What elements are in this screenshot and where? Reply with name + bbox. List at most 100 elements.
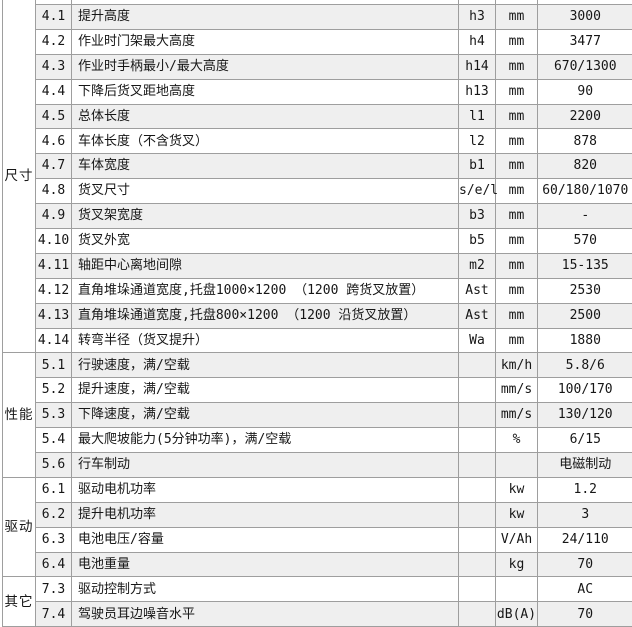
category-cell: 驱动 [3,477,36,577]
table-row: 4.5 总体长度 l1 mm 2200 [3,104,632,129]
table-row: 4.8 货叉尺寸 s/e/l mm 60/180/1070 [3,179,632,204]
table-row: 4.13 直角堆垛通道宽度,托盘800×1200 （1200 沿货叉放置） As… [3,303,632,328]
value-cell: 1880 [538,328,632,353]
value-cell: 70 [538,602,632,627]
table-row: 4.6 车体长度（不含货叉） l2 mm 878 [3,129,632,154]
row-number-cell: 6.3 [36,527,72,552]
table-row: 4.3 作业时手柄最小/最大高度 h14 mm 670/1300 [3,54,632,79]
unit-cell [496,453,538,478]
spec-name-cell: 作业时手柄最小/最大高度 [72,54,459,79]
unit-cell [496,577,538,602]
row-number-cell: 4.12 [36,278,72,303]
symbol-cell: l1 [459,104,496,129]
unit-cell: mm [496,328,538,353]
unit-cell: mm [496,54,538,79]
value-cell: 100/170 [538,378,632,403]
value-cell: 570 [538,229,632,254]
value-cell: 2530 [538,278,632,303]
spec-name-cell: 作业时门架最大高度 [72,29,459,54]
table-row: 4.1 提升高度 h3 mm 3000 [3,5,632,30]
unit-cell: dB(A) [496,602,538,627]
symbol-cell [459,502,496,527]
row-number-cell: 5.2 [36,378,72,403]
table-row: 6.2 提升电机功率 kw 3 [3,502,632,527]
unit-cell: mm [496,229,538,254]
value-cell: 5.8/6 [538,353,632,378]
spec-name-cell: 驱动控制方式 [72,577,459,602]
table-row: 5.4 最大爬坡能力(5分钟功率)，满/空载 % 6/15 [3,428,632,453]
row-number-cell: 6.1 [36,477,72,502]
spec-name-cell: 电池电压/容量 [72,527,459,552]
row-number-cell: 4.3 [36,54,72,79]
table-row: 4.14 转弯半径（货叉提升） Wa mm 1880 [3,328,632,353]
symbol-cell [459,527,496,552]
unit-cell: % [496,428,538,453]
row-number-cell: 4.1 [36,5,72,30]
value-cell: 3 [538,502,632,527]
row-number-cell: 4.8 [36,179,72,204]
row-number-cell: 6.4 [36,552,72,577]
symbol-cell: l2 [459,129,496,154]
spec-name-cell: 下降后货叉距地高度 [72,79,459,104]
symbol-cell [459,602,496,627]
unit-cell: mm [496,204,538,229]
value-cell: 878 [538,129,632,154]
spec-name-cell: 驱动电机功率 [72,477,459,502]
unit-cell: mm [496,129,538,154]
spec-table-body: 尺寸 4.1 提升高度 h3 mm 3000 4.2 作业时门架最大高度 h4 … [3,0,632,627]
unit-cell: mm [496,79,538,104]
row-number-cell: 6.2 [36,502,72,527]
row-number-cell: 5.4 [36,428,72,453]
spec-name-cell: 车体宽度 [72,154,459,179]
row-number-cell: 4.2 [36,29,72,54]
spec-name-cell: 下降速度，满/空载 [72,403,459,428]
spec-name-cell: 货叉尺寸 [72,179,459,204]
value-cell: 15-135 [538,253,632,278]
unit-cell: mm [496,29,538,54]
row-number-cell: 5.3 [36,403,72,428]
spec-name-cell: 货叉架宽度 [72,204,459,229]
symbol-cell [459,378,496,403]
value-cell: 70 [538,552,632,577]
unit-cell: mm [496,303,538,328]
spec-name-cell: 提升电机功率 [72,502,459,527]
table-row: 7.4 驾驶员耳边噪音水平 dB(A) 70 [3,602,632,627]
row-number-cell: 4.10 [36,229,72,254]
spec-name-cell: 行车制动 [72,453,459,478]
table-row: 4.2 作业时门架最大高度 h4 mm 3477 [3,29,632,54]
row-number-cell: 7.4 [36,602,72,627]
symbol-cell: s/e/l [459,179,496,204]
unit-cell: mm [496,5,538,30]
spec-name-cell: 提升速度，满/空载 [72,378,459,403]
spec-name-cell: 总体长度 [72,104,459,129]
row-number-cell: 5.6 [36,453,72,478]
spec-name-cell: 直角堆垛通道宽度,托盘1000×1200 （1200 跨货叉放置） [72,278,459,303]
spec-name-cell: 驾驶员耳边噪音水平 [72,602,459,627]
unit-cell: V/Ah [496,527,538,552]
value-cell: AC [538,577,632,602]
spec-name-cell: 车体长度（不含货叉） [72,129,459,154]
spec-name-cell: 电池重量 [72,552,459,577]
unit-cell: mm/s [496,403,538,428]
spec-name-cell: 最大爬坡能力(5分钟功率)，满/空载 [72,428,459,453]
table-row: 4.7 车体宽度 b1 mm 820 [3,154,632,179]
value-cell: 电磁制动 [538,453,632,478]
spec-name-cell: 行驶速度，满/空载 [72,353,459,378]
symbol-cell: h4 [459,29,496,54]
value-cell: 3477 [538,29,632,54]
spec-name-cell: 轴距中心离地间隙 [72,253,459,278]
symbol-cell: b5 [459,229,496,254]
spec-name-cell: 转弯半径（货叉提升） [72,328,459,353]
unit-cell: mm [496,104,538,129]
spec-name-cell: 提升高度 [72,5,459,30]
symbol-cell [459,477,496,502]
row-number-cell: 4.5 [36,104,72,129]
row-number-cell: 4.9 [36,204,72,229]
row-number-cell: 4.7 [36,154,72,179]
unit-cell: mm [496,253,538,278]
value-cell: 90 [538,79,632,104]
value-cell: - [538,204,632,229]
